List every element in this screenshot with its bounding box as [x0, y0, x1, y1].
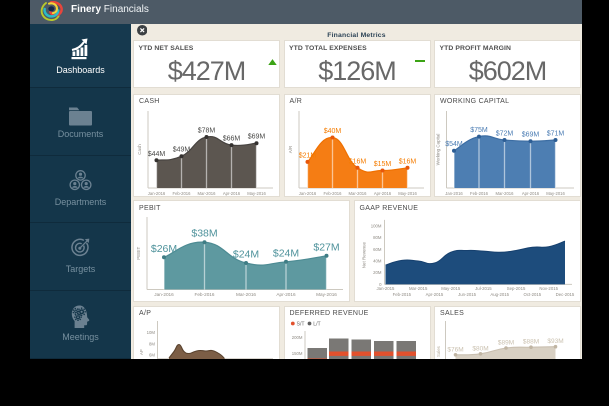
- svg-text:40M: 40M: [373, 259, 382, 264]
- svg-text:Jun-2015: Jun-2015: [458, 292, 477, 297]
- svg-text:Dec-2015: Dec-2015: [555, 292, 574, 297]
- svg-text:PEBIT: PEBIT: [136, 247, 141, 260]
- svg-text:200M: 200M: [291, 335, 302, 340]
- svg-text:Jan-2016: Jan-2016: [298, 191, 316, 196]
- svg-text:Working Capital: Working Capital: [436, 133, 441, 165]
- svg-text:Jul-2015: Jul-2015: [475, 286, 492, 291]
- svg-text:$40M: $40M: [323, 128, 341, 135]
- svg-text:20M: 20M: [373, 270, 382, 275]
- svg-text:$16M: $16M: [348, 158, 366, 165]
- svg-text:$71M: $71M: [547, 130, 565, 137]
- svg-text:$93M: $93M: [547, 338, 563, 345]
- svg-text:$26M: $26M: [151, 243, 177, 255]
- svg-text:Feb-2015: Feb-2015: [392, 292, 411, 297]
- svg-text:May-2016: May-2016: [398, 191, 417, 196]
- svg-text:Sep-2015: Sep-2015: [506, 286, 525, 291]
- svg-text:Mar-2016: Mar-2016: [496, 191, 515, 196]
- svg-text:Cash: Cash: [137, 143, 142, 154]
- svg-text:$44M: $44M: [148, 150, 166, 157]
- svg-text:$27M: $27M: [313, 241, 339, 253]
- svg-text:Mar-2016: Mar-2016: [198, 191, 217, 196]
- svg-text:60M: 60M: [373, 247, 382, 252]
- svg-text:$88M: $88M: [523, 338, 539, 345]
- svg-text:A/R: A/R: [288, 145, 293, 153]
- svg-text:S/T: S/T: [296, 321, 305, 327]
- svg-text:8M: 8M: [149, 341, 155, 346]
- svg-text:Feb-2016: Feb-2016: [470, 191, 489, 196]
- svg-text:$72M: $72M: [496, 130, 514, 137]
- svg-text:10M: 10M: [147, 330, 156, 335]
- svg-text:May-2016: May-2016: [247, 191, 266, 196]
- svg-text:$78M: $78M: [198, 127, 216, 134]
- svg-text:May-2016: May-2016: [546, 191, 565, 196]
- svg-text:150M: 150M: [291, 351, 302, 356]
- svg-text:Nov-2015: Nov-2015: [539, 286, 558, 291]
- svg-text:$75M: $75M: [470, 127, 488, 134]
- svg-text:Oct-2015: Oct-2015: [523, 292, 541, 297]
- svg-text:Apr-2016: Apr-2016: [223, 191, 241, 196]
- svg-text:$69M: $69M: [522, 131, 540, 138]
- svg-text:Aug-2015: Aug-2015: [490, 292, 509, 297]
- svg-text:Feb-2016: Feb-2016: [194, 292, 214, 297]
- svg-text:$38M: $38M: [191, 228, 217, 240]
- svg-text:Apr-2016: Apr-2016: [276, 292, 296, 297]
- svg-text:May-2015: May-2015: [441, 286, 461, 291]
- svg-text:$76M: $76M: [447, 346, 463, 353]
- svg-text:0: 0: [379, 282, 382, 287]
- svg-text:Apr-2016: Apr-2016: [373, 191, 391, 196]
- svg-text:$66M: $66M: [223, 135, 241, 142]
- svg-text:Net Revenue: Net Revenue: [361, 242, 366, 269]
- svg-text:Apr-2015: Apr-2015: [425, 292, 443, 297]
- svg-text:$16M: $16M: [398, 158, 416, 165]
- svg-text:Sales: Sales: [436, 346, 441, 357]
- svg-text:$49M: $49M: [173, 146, 191, 153]
- svg-text:AP: AP: [139, 349, 144, 355]
- svg-text:Feb-2016: Feb-2016: [173, 191, 192, 196]
- svg-text:$54M: $54M: [445, 141, 463, 148]
- svg-text:Apr-2016: Apr-2016: [522, 191, 540, 196]
- svg-text:Jan-2016: Jan-2016: [154, 292, 174, 297]
- svg-text:100M: 100M: [370, 223, 381, 228]
- svg-text:80M: 80M: [373, 235, 382, 240]
- svg-text:L/T: L/T: [313, 321, 321, 327]
- svg-text:Mar-2016: Mar-2016: [236, 292, 256, 297]
- svg-text:$24M: $24M: [233, 249, 259, 261]
- svg-text:$80M: $80M: [472, 345, 488, 352]
- svg-text:$24M: $24M: [273, 247, 299, 259]
- svg-text:Mar-2016: Mar-2016: [348, 191, 367, 196]
- svg-text:Mar-2015: Mar-2015: [408, 286, 427, 291]
- svg-text:$15M: $15M: [373, 161, 391, 168]
- svg-text:Jan-2015: Jan-2015: [376, 286, 395, 291]
- svg-text:Jan-2016: Jan-2016: [445, 191, 463, 196]
- svg-text:$89M: $89M: [498, 339, 514, 346]
- svg-text:May-2016: May-2016: [316, 292, 337, 297]
- svg-text:Jan-2016: Jan-2016: [148, 191, 166, 196]
- svg-text:6M: 6M: [149, 352, 155, 357]
- svg-text:Feb-2016: Feb-2016: [323, 191, 342, 196]
- svg-text:$21M: $21M: [298, 152, 316, 159]
- svg-text:$69M: $69M: [248, 133, 266, 140]
